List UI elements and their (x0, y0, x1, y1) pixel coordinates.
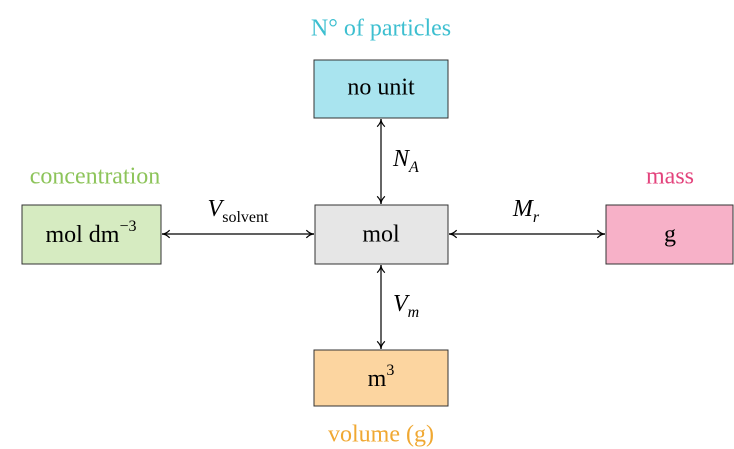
text: m (368, 366, 387, 392)
caption: N° of particles (311, 16, 451, 42)
caption: concentration (30, 164, 161, 190)
node-label: mol (362, 222, 400, 248)
node-box (21, 204, 162, 265)
edge-label: Mr (512, 196, 540, 226)
superscript: 3 (386, 362, 394, 379)
node-label: m3 (368, 362, 395, 392)
edge-label: NA (392, 146, 419, 176)
subscript: A (408, 159, 419, 176)
superscript: −3 (119, 218, 136, 235)
caption: volume (g) (328, 422, 434, 448)
subscript: r (533, 209, 540, 226)
text: M (512, 196, 535, 222)
subscript: solvent (222, 209, 269, 226)
text: V (208, 196, 225, 222)
node-box (313, 349, 449, 407)
text: mol dm (45, 222, 119, 248)
edge-label: Vsolvent (208, 196, 269, 226)
text: N (392, 146, 411, 172)
node-box (605, 204, 734, 265)
text: V (393, 291, 410, 317)
subscript: m (408, 304, 420, 321)
node-box (314, 204, 449, 265)
node-label: mol dm−3 (45, 218, 136, 248)
caption: mass (646, 164, 694, 190)
node-label: g (664, 222, 676, 248)
node-label: no unit (347, 75, 415, 101)
edge-label: Vm (393, 291, 419, 321)
node-box (313, 59, 449, 119)
